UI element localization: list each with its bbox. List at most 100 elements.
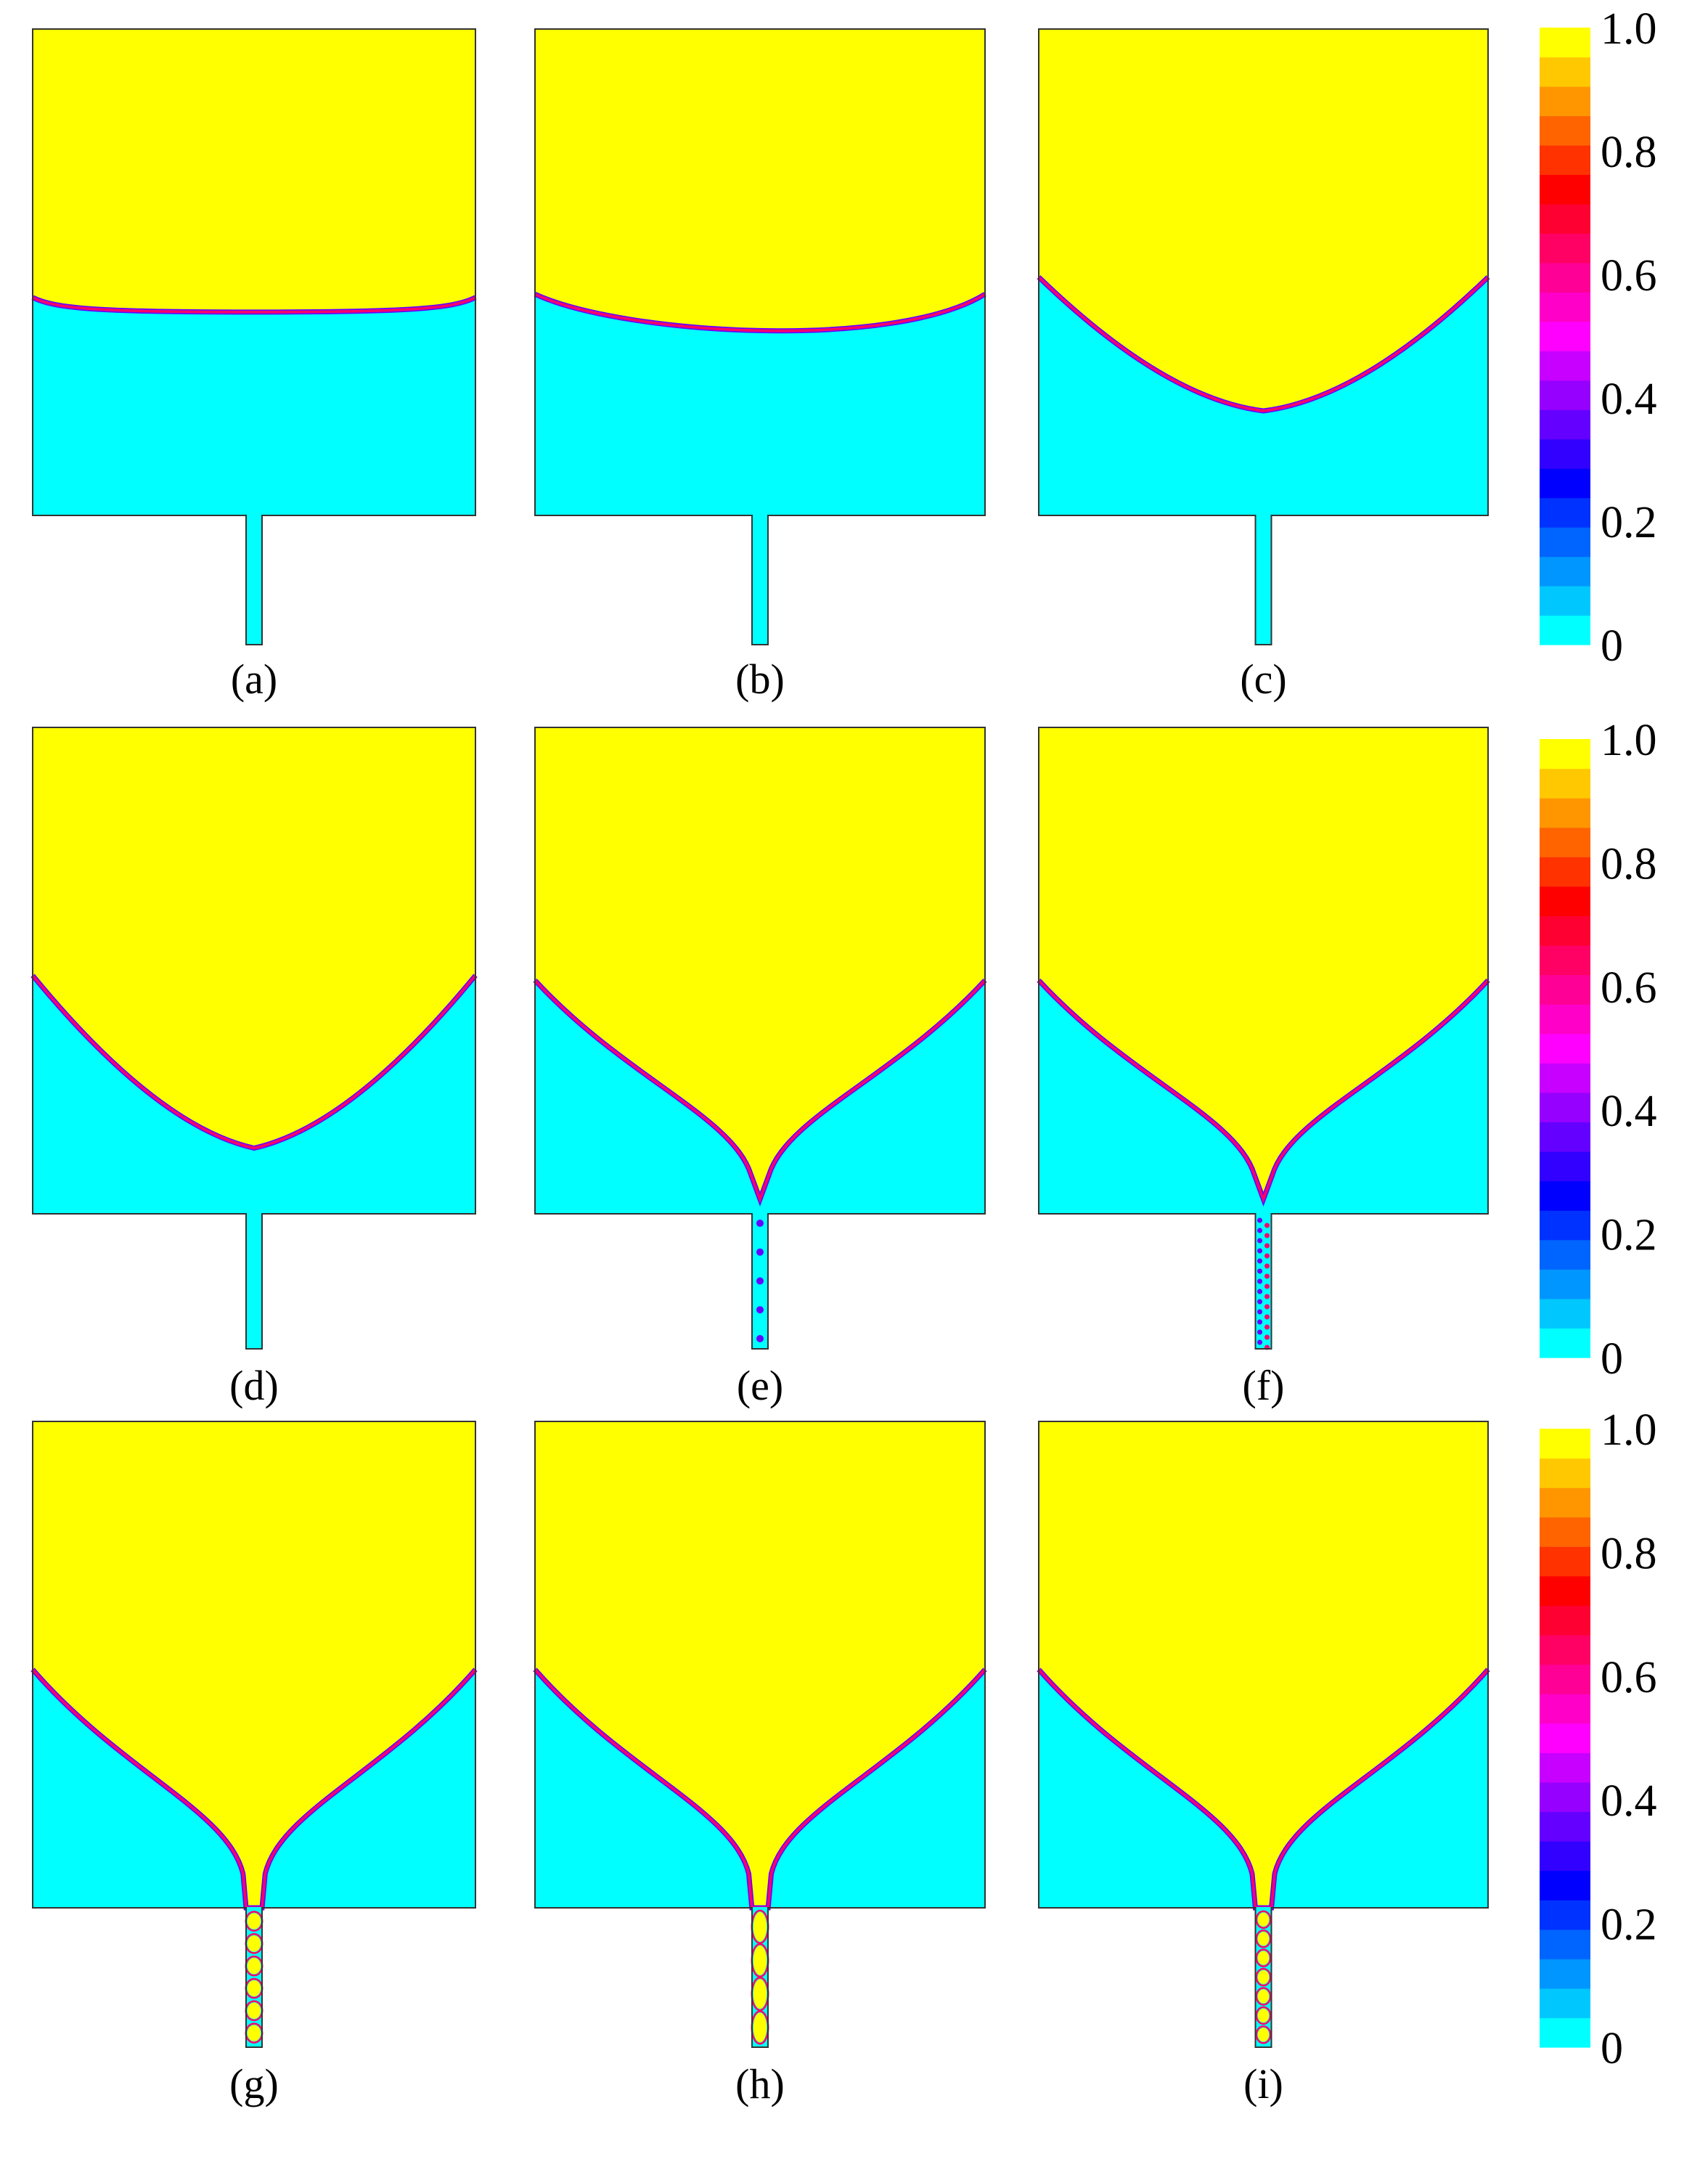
panel-label: (a): [231, 656, 277, 703]
droplet-dot: [1264, 1223, 1270, 1228]
colorbar-3: 1.0 0.8 0.6 0.4 0.2 0: [1540, 1405, 1657, 2073]
droplet-dot: [756, 1248, 764, 1256]
panel-c: (c): [1037, 28, 1490, 703]
colorbar-swatch: [1540, 1900, 1590, 1930]
interface-line: [32, 296, 476, 314]
colorbar-swatch: [1540, 945, 1590, 976]
colorbar-swatch: [1540, 203, 1590, 234]
colorbar-swatch: [1540, 827, 1590, 857]
droplet-dot: [756, 1335, 764, 1342]
outlet-channel-outline: [1254, 515, 1272, 645]
colorbar-swatch: [1540, 556, 1590, 587]
colorbar-swatch: [1540, 1929, 1590, 1959]
colorbar-swatch: [1540, 1811, 1590, 1842]
droplet-dot: [1264, 1243, 1270, 1249]
colorbar-swatch: [1540, 1575, 1590, 1607]
droplet-dot: [756, 1306, 764, 1314]
droplet-dot: [756, 1220, 764, 1227]
chamber-liquid-high: [535, 29, 985, 331]
colorbar-tick-label: 0.6: [1601, 251, 1657, 301]
droplet-dot: [1264, 1233, 1270, 1238]
colorbar-swatch: [1540, 1752, 1590, 1783]
colorbar-2: 1.0 0.8 0.6 0.4 0.2 0: [1540, 716, 1657, 1384]
colorbar-swatch: [1540, 857, 1590, 887]
droplet-dot: [1257, 1228, 1262, 1233]
colorbar-swatch: [1540, 1458, 1590, 1488]
colorbar-swatch: [1540, 262, 1590, 293]
colorbar-swatch: [1540, 1546, 1590, 1577]
chamber-liquid-high: [535, 727, 985, 1199]
interface-line: [31, 974, 477, 1150]
slug-outline: [1255, 2025, 1272, 2044]
colorbar-tick-label: 0.2: [1601, 1211, 1657, 1260]
colorbar-tick-label: 1.0: [1601, 1405, 1657, 1455]
outlet-channel: [752, 515, 768, 645]
colorbar-swatch: [1540, 1092, 1590, 1123]
colorbar-swatch: [1540, 1988, 1590, 2019]
colorbar-swatch: [1540, 233, 1590, 264]
colorbar-swatch: [1540, 1328, 1590, 1358]
colorbar-swatch: [1540, 768, 1590, 799]
colorbar-swatch: [1540, 2017, 1590, 2048]
outlet-channel: [246, 515, 262, 645]
chamber-liquid-high: [535, 1421, 985, 1908]
colorbar-swatch: [1540, 1033, 1590, 1064]
droplet-dot: [1264, 1324, 1270, 1330]
liquid-slug: [753, 2012, 767, 2043]
liquid-slug: [1257, 1932, 1270, 1946]
colorbar-swatch: [1540, 1063, 1590, 1093]
panel-label: (b): [735, 656, 785, 703]
colorbar-swatch: [1540, 438, 1590, 469]
droplet-dot: [1257, 1268, 1262, 1274]
colorbar-swatch: [1540, 739, 1590, 770]
colorbar-swatch: [1540, 351, 1590, 381]
colorbars-group: 1.0 0.8 0.6 0.4 0.2 0 1.0 0.8 0.6 0.4 0.2 0 1.0 0.8 0.…: [1540, 4, 1657, 2073]
colorbar-swatch: [1540, 380, 1590, 410]
droplet-dot: [1264, 1283, 1270, 1289]
colorbar-swatch: [1540, 292, 1590, 322]
outlet-channel-outline: [245, 1907, 263, 2048]
chamber-liquid-high: [33, 1421, 475, 1908]
outlet-channel-outline: [751, 1907, 769, 2048]
panel-label: (g): [229, 2060, 279, 2107]
colorbar-tick-label: 0: [1601, 621, 1623, 671]
colorbar-swatch: [1540, 1635, 1590, 1665]
colorbar-swatch: [1540, 57, 1590, 87]
droplet-dot: [1257, 1238, 1262, 1244]
outlet-channel: [1255, 515, 1272, 645]
droplet-dot: [1264, 1273, 1270, 1279]
colorbar-swatch: [1540, 144, 1590, 175]
colorbar-swatch: [1540, 974, 1590, 1005]
liquid-slug: [247, 1913, 261, 1930]
colorbar-swatch: [1540, 174, 1590, 205]
droplet-dot: [1257, 1339, 1262, 1345]
colorbar-swatch: [1540, 615, 1590, 645]
colorbar-swatch: [1540, 497, 1590, 528]
liquid-slug: [247, 2002, 261, 2019]
colorbar-swatch: [1540, 1782, 1590, 1813]
colorbar-tick-label: 0.8: [1601, 128, 1657, 177]
colorbar-swatch: [1540, 409, 1590, 440]
droplet-dot: [1257, 1258, 1262, 1264]
liquid-slug: [247, 1935, 261, 1952]
liquid-slug: [1257, 1912, 1270, 1927]
liquid-slug: [1257, 2028, 1270, 2042]
interface-line: [1037, 979, 1490, 1203]
colorbar-swatch: [1540, 1723, 1590, 1753]
panel-label: (i): [1243, 2060, 1283, 2107]
chamber-liquid-high: [1039, 29, 1488, 411]
slug-outline: [1255, 1948, 1272, 1967]
panel-i: (i): [1037, 1421, 1490, 2107]
droplet-dot: [1264, 1314, 1270, 1320]
panel-label: (h): [735, 2060, 785, 2107]
colorbar-swatch: [1540, 115, 1590, 146]
liquid-slug: [1257, 1989, 1270, 2004]
liquid-slug: [753, 1911, 767, 1942]
liquid-slug: [247, 1980, 261, 1997]
panel-e: (e): [533, 727, 987, 1409]
droplet-dot: [1257, 1278, 1262, 1284]
outlet-channel-outline: [751, 515, 769, 645]
droplet-dot: [756, 1277, 764, 1285]
colorbar-tick-label: 1.0: [1601, 716, 1657, 765]
droplet-dot: [1264, 1304, 1270, 1310]
